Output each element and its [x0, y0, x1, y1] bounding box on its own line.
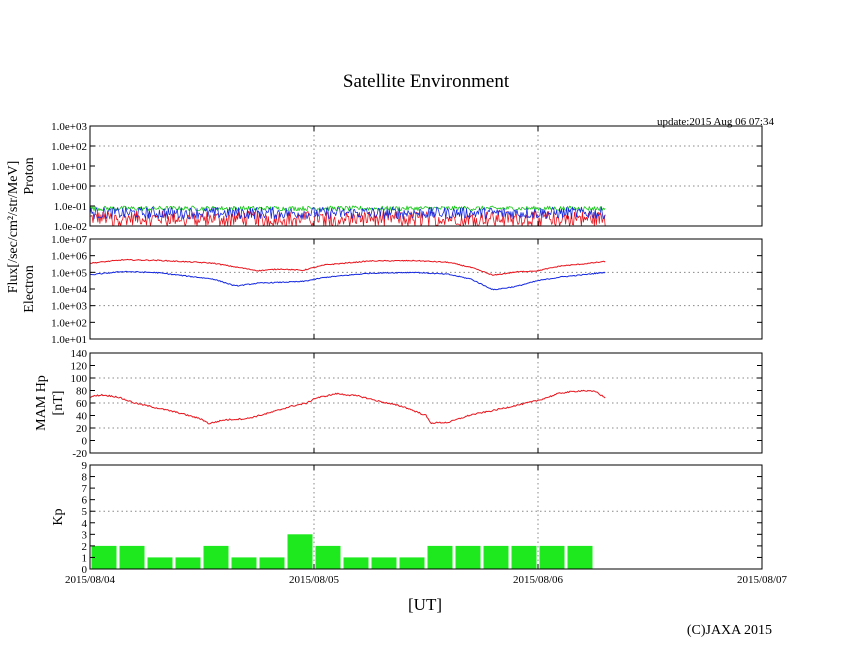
kp-bar [399, 557, 425, 569]
y-tick-label: 1.0e-01 [54, 201, 87, 213]
y-tick-label: 1.0e+00 [51, 181, 87, 193]
panel-kp-ylabel: Kp [51, 508, 66, 525]
y-tick-label: 3 [82, 529, 88, 541]
y-tick-label: 20 [76, 423, 88, 435]
y-tick-label: 80 [76, 386, 88, 398]
panel-proton-grid [90, 126, 762, 226]
y-tick-label: 4 [82, 518, 88, 530]
y-tick-label: 5 [82, 506, 88, 518]
y-tick-label: 1.0e+06 [51, 251, 87, 263]
y-tick-label: 1.0e+01 [51, 161, 87, 173]
y-tick-label: 0 [82, 564, 88, 576]
electron-red-series [89, 258, 606, 276]
y-tick-label: 1.0e+02 [51, 317, 87, 329]
kp-bar [175, 557, 201, 569]
y-tick-label: 1.0e+07 [51, 234, 87, 246]
y-tick-label: 60 [76, 398, 88, 410]
kp-bar [147, 557, 173, 569]
y-tick-label: 8 [82, 472, 88, 484]
panel-mam-ylabel: MAM Hp [34, 375, 49, 431]
y-tick-label: 1.0e+02 [51, 141, 87, 153]
panel-proton: 1.0e-02 1.0e-01 1.0e+00 1.0e+01 1.0e+02 1.0e+… [22, 121, 763, 233]
y-tick-label: 120 [71, 361, 88, 373]
kp-bar [483, 545, 509, 569]
panel-kp-grid [90, 465, 762, 569]
x-tick-label: 2015/08/04 [65, 574, 116, 586]
mam-red-series [89, 389, 606, 425]
y-tick-label: 9 [82, 460, 88, 472]
proton-blue-series [89, 206, 606, 220]
y-tick-label: 1.0e+03 [51, 121, 87, 133]
kp-bar [427, 545, 453, 569]
kp-bar [567, 545, 593, 569]
kp-bar [287, 534, 313, 569]
kp-bar [259, 557, 285, 569]
y-tick-label: 1.0e-02 [54, 221, 87, 233]
x-tick-label: 2015/08/05 [289, 574, 340, 586]
y-tick-label: 40 [76, 411, 88, 423]
kp-bar [119, 545, 145, 569]
panel-mam-grid [90, 353, 762, 453]
kp-bar [91, 545, 117, 569]
y-tick-label: 100 [71, 373, 88, 385]
y-tick-label: 1.0e+05 [51, 267, 87, 279]
y-tick-label: 0 [82, 436, 88, 448]
y-tick-label: 1 [82, 552, 88, 564]
y-tick-label: 6 [82, 495, 88, 507]
x-tick-label: 2015/08/07 [737, 574, 788, 586]
x-axis-label: [UT] [408, 595, 442, 614]
y-tick-label: 1.0e+04 [51, 284, 87, 296]
kp-bar [371, 557, 397, 569]
kp-bar [539, 545, 565, 569]
proton-green-series [89, 205, 606, 212]
kp-bar [231, 557, 257, 569]
kp-bar [315, 545, 341, 569]
y-tick-label: 2 [82, 541, 88, 553]
panel-electron-frame [89, 238, 763, 340]
kp-bar [511, 545, 537, 569]
panels-group: 1.0e-021.0e-011.0e+001.0e+011.0e+021.0e+… [22, 121, 763, 576]
panel-electron-ylabel: Electron [22, 265, 37, 312]
kp-bar [203, 545, 229, 569]
update-timestamp: update:2015 Aug 06 07:34 [657, 116, 775, 128]
y-tick-label: -20 [72, 448, 87, 460]
panel-electron-grid [90, 239, 762, 339]
chart-title: Satellite Environment [343, 71, 510, 92]
copyright-text: (C)JAXA 2015 [687, 623, 772, 638]
panel-mam-frame [89, 352, 763, 454]
panel-proton-frame [89, 125, 763, 227]
panel-kp-frame [89, 464, 763, 570]
y-tick-label: 1.0e+01 [51, 334, 87, 346]
panel-proton-ylabel: Proton [22, 157, 37, 194]
x-tick-label: 2015/08/06 [513, 574, 564, 586]
y-tick-label: 140 [71, 348, 88, 360]
y-tick-label: 7 [82, 483, 88, 495]
kp-bar [343, 557, 369, 569]
panel-electron: 1.0e+01 1.0e+02 1.0e+03 1.0e+04 1.0e+05 1.0e+… [22, 234, 763, 346]
proton-red-series [89, 210, 606, 227]
kp-bar [455, 545, 481, 569]
panel-mam-ylabel-unit: [nT] [51, 391, 66, 416]
electron-blue-series [90, 270, 606, 291]
flux-axis-label: Flux[/sec/cm²/str/MeV] [6, 161, 21, 294]
y-tick-label: 1.0e+03 [51, 301, 87, 313]
x-axis: 2015/08/04 2015/08/05 2015/08/06 2015/08/07 [65, 574, 788, 586]
